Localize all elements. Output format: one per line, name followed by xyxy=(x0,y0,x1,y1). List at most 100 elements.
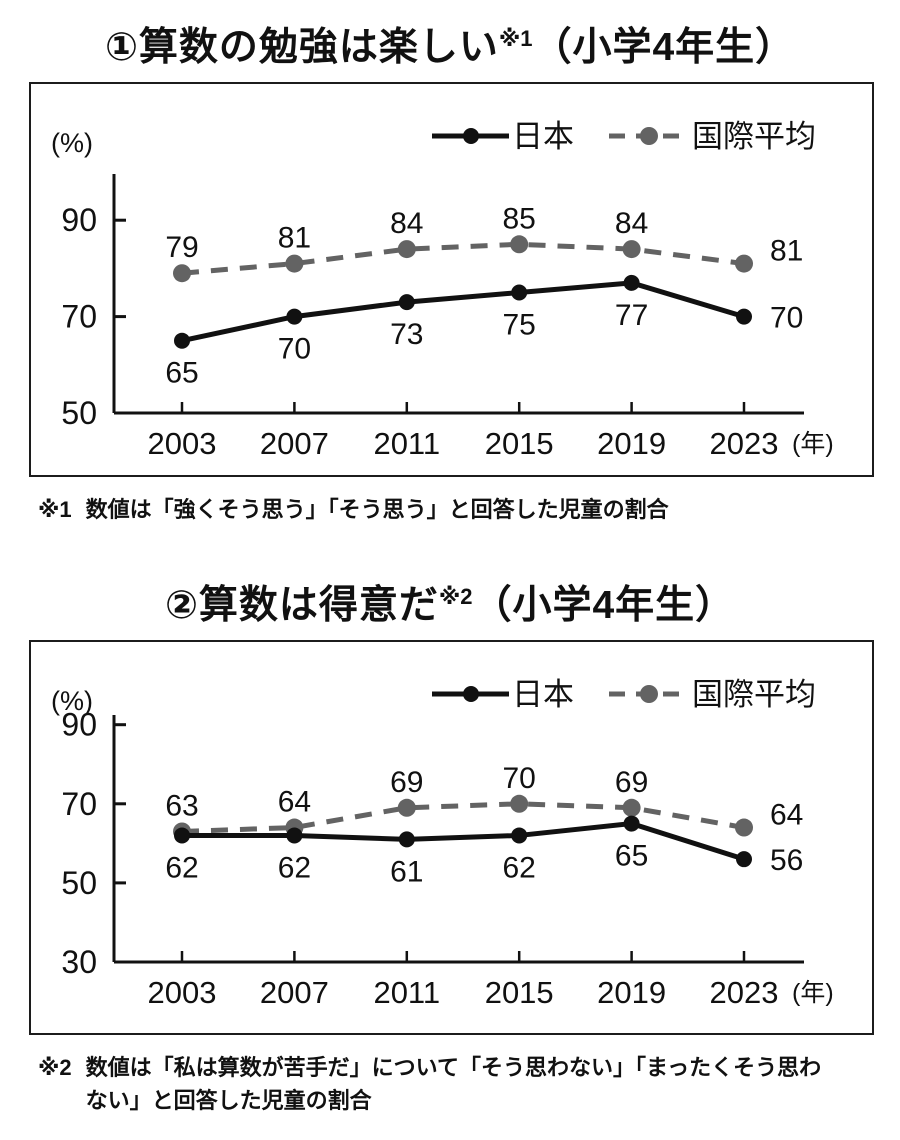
data-point xyxy=(735,818,753,837)
legend-dot-international xyxy=(640,126,658,145)
data-point xyxy=(398,293,415,310)
data-label: 62 xyxy=(278,851,311,884)
x-tick-label: 2003 xyxy=(148,426,217,461)
chart1-footnote-marker: ※1 xyxy=(38,496,72,522)
chart2-title-text: ②算数は得意だ xyxy=(164,583,439,627)
chart2-footnote: ※2 数値は「私は算数が苦手だ」について「そう思わない」「まったくそう思わない」… xyxy=(38,1051,900,1117)
data-label: 73 xyxy=(390,318,423,351)
data-label: 69 xyxy=(390,765,423,798)
y-tick-label: 70 xyxy=(61,298,97,334)
data-label: 77 xyxy=(615,299,648,332)
chart2-title-note-ref: ※2 xyxy=(438,583,473,609)
data-label: 85 xyxy=(503,202,536,235)
x-tick-label: 2011 xyxy=(373,975,440,1010)
data-label: 56 xyxy=(770,844,803,877)
x-tick-label: 2007 xyxy=(260,426,329,461)
y-tick-label: 90 xyxy=(61,706,97,742)
data-point xyxy=(510,235,529,254)
x-tick-label: 2015 xyxy=(485,426,554,461)
data-point xyxy=(623,274,640,291)
data-label: 70 xyxy=(278,332,311,365)
data-label: 64 xyxy=(278,785,311,818)
data-point xyxy=(622,798,641,817)
year-unit-label: (年) xyxy=(792,979,834,1007)
data-point xyxy=(736,850,752,867)
data-label: 69 xyxy=(615,765,648,798)
data-point xyxy=(286,308,303,325)
data-point xyxy=(623,815,640,832)
series-line-japan xyxy=(182,820,745,862)
y-tick-label: 50 xyxy=(61,395,97,431)
x-tick-label: 2019 xyxy=(597,426,666,461)
x-tick-label: 2011 xyxy=(373,426,440,461)
data-point xyxy=(510,794,529,813)
legend-dot-japan xyxy=(463,127,479,144)
legend-label-international: 国際平均 xyxy=(692,677,816,712)
data-label: 81 xyxy=(770,234,803,267)
legend-dot-japan xyxy=(463,685,479,702)
data-point xyxy=(286,827,303,844)
data-label: 65 xyxy=(165,357,198,390)
series-line-international xyxy=(181,241,745,276)
year-unit-label: (年) xyxy=(792,430,834,458)
data-point xyxy=(398,831,415,848)
data-label: 63 xyxy=(165,789,198,822)
data-label: 61 xyxy=(390,855,423,888)
y-tick-label: 50 xyxy=(61,865,97,901)
data-label: 62 xyxy=(503,851,536,884)
y-tick-label: 70 xyxy=(61,785,97,821)
legend-dot-international xyxy=(640,684,658,703)
percent-axis-label: (%) xyxy=(51,128,93,158)
data-point xyxy=(511,284,528,301)
data-label: 75 xyxy=(503,308,536,341)
data-label: 62 xyxy=(165,851,198,884)
series-line-japan xyxy=(181,280,745,343)
legend-label-japan: 日本 xyxy=(512,677,574,712)
x-tick-label: 2023 xyxy=(710,426,779,461)
series-line-international xyxy=(181,800,745,834)
percent-axis-label: (%) xyxy=(51,686,93,716)
data-label: 65 xyxy=(615,839,648,872)
chart2-footnote-marker: ※2 xyxy=(38,1054,72,1080)
data-point xyxy=(174,332,190,349)
data-point xyxy=(285,254,304,273)
data-point xyxy=(736,308,752,325)
x-tick-label: 2023 xyxy=(710,975,779,1010)
chart1-panel: 50 70 90 2003 2007 2011 2015 2019 2023 (年) (%) 日本 国際… xyxy=(29,81,874,477)
x-tick-label: 2015 xyxy=(485,975,554,1010)
x-tick-label: 2019 xyxy=(597,975,666,1010)
data-label: 84 xyxy=(390,207,423,240)
chart1-line-chart: 50 70 90 2003 2007 2011 2015 2019 2023 (年) (%) 日本 国際… xyxy=(51,119,834,461)
data-label: 70 xyxy=(770,301,803,334)
chart1-footnote: ※1 数値は「強くそう思う」「そう思う」と回答した児童の割合 xyxy=(38,493,900,526)
data-point xyxy=(397,798,416,817)
chart1-title-suffix: （小学4年生） xyxy=(532,26,796,69)
chart2-title-suffix: （小学4年生） xyxy=(472,583,736,627)
x-tick-label: 2003 xyxy=(148,975,217,1010)
chart2-title: ②算数は得意だ※2（小学4年生） xyxy=(0,526,900,629)
legend-label-international: 国際平均 xyxy=(692,119,816,154)
data-label: 81 xyxy=(278,221,311,254)
data-point xyxy=(511,827,528,844)
data-label: 64 xyxy=(770,798,803,831)
chart1-title: ①算数の勉強は楽しい※1（小学4年生） xyxy=(0,0,900,71)
data-point xyxy=(174,827,190,844)
data-point xyxy=(622,239,641,258)
y-tick-label: 30 xyxy=(61,944,97,980)
chart2-panel: 30 50 70 90 2003 2007 2011 2015 2019 2023 (年) (%) 日本… xyxy=(29,639,874,1035)
data-label: 70 xyxy=(503,761,536,794)
data-label: 84 xyxy=(615,207,648,240)
data-point xyxy=(735,254,753,273)
chart1-footnote-text: 数値は「強くそう思う」「そう思う」と回答した児童の割合 xyxy=(85,496,669,522)
chart1-title-text: ①算数の勉強は楽しい xyxy=(104,26,499,69)
data-point xyxy=(173,264,191,283)
chart1-title-note-ref: ※1 xyxy=(498,26,533,51)
data-label: 79 xyxy=(165,231,198,264)
data-point xyxy=(397,239,416,258)
chart2-line-chart: 30 50 70 90 2003 2007 2011 2015 2019 2023 (年) (%) 日本… xyxy=(51,677,834,1010)
y-tick-label: 90 xyxy=(61,202,97,238)
legend-label-japan: 日本 xyxy=(512,119,574,154)
x-tick-label: 2007 xyxy=(260,975,329,1010)
chart2-footnote-text: 数値は「私は算数が苦手だ」について「そう思わない」「まったくそう思わない」と回答… xyxy=(85,1054,822,1113)
